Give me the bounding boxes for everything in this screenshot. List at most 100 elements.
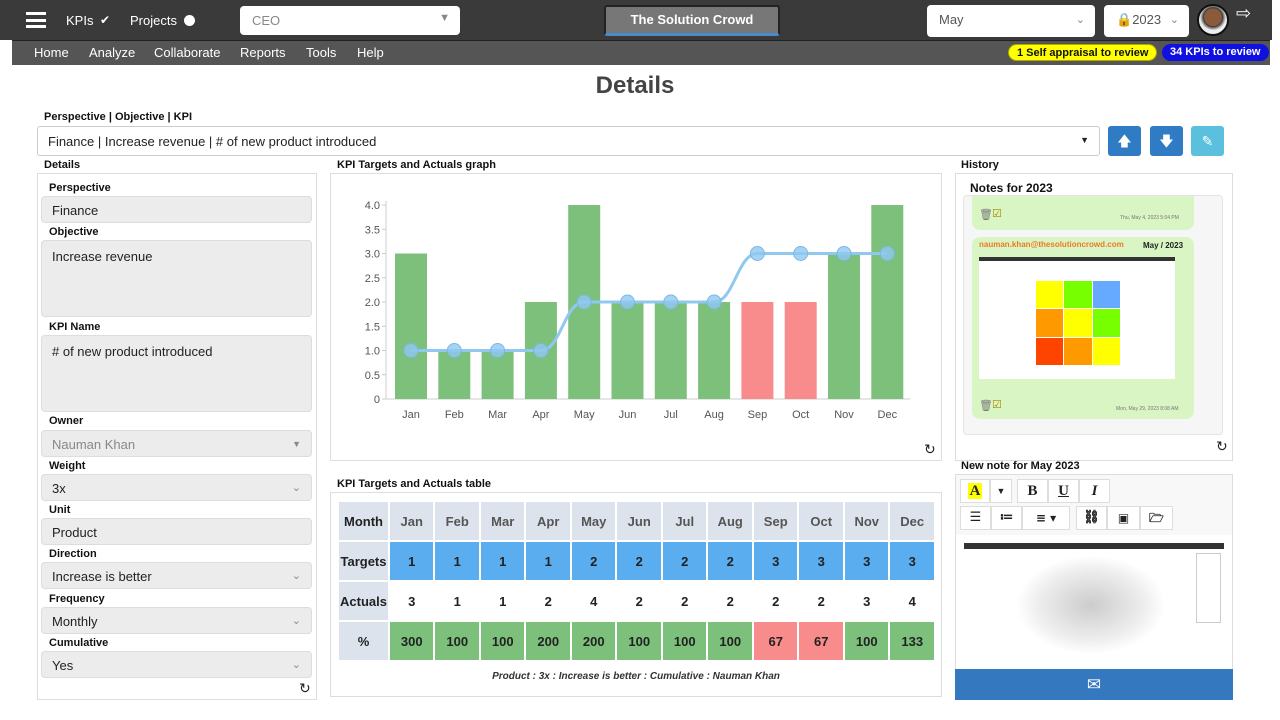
table-cell: 3 bbox=[890, 542, 934, 580]
text-color-button[interactable]: A bbox=[960, 479, 990, 503]
nav-collaborate[interactable]: Collaborate bbox=[154, 45, 221, 60]
row-header: Actuals bbox=[339, 582, 388, 620]
bullet-list-icon[interactable]: ☰ bbox=[960, 506, 991, 530]
table-cell: 3 bbox=[844, 542, 889, 580]
refresh-icon[interactable]: ↻ bbox=[1216, 438, 1228, 454]
previous-kpi-button[interactable]: 🡅 bbox=[1108, 126, 1141, 156]
logout-icon[interactable]: ⇨ bbox=[1236, 3, 1252, 23]
actual-bar bbox=[481, 350, 514, 399]
cumulative-label: Cumulative bbox=[49, 637, 109, 649]
y-tick-label: 2.0 bbox=[365, 297, 380, 309]
actual-bar bbox=[741, 302, 774, 399]
actuals-row: Actuals 3 1 1 2 4 2 2 2 2 2 3 4 bbox=[339, 582, 934, 620]
caret-down-icon[interactable]: ▼ bbox=[990, 479, 1012, 503]
x-tick-label: May bbox=[574, 409, 595, 421]
y-tick-label: 2.5 bbox=[365, 273, 380, 285]
folder-open-icon[interactable]: 🗁 bbox=[1140, 506, 1173, 530]
calendar-check-icon[interactable]: ☑ bbox=[992, 399, 1002, 411]
calendar-check-icon[interactable]: ☑ bbox=[992, 208, 1002, 220]
bold-button[interactable]: B bbox=[1017, 479, 1048, 503]
table-cell: 200 bbox=[526, 622, 570, 660]
table-cell: Jul bbox=[662, 502, 707, 540]
chevron-down-icon: ⌄ bbox=[1169, 14, 1179, 26]
align-icon[interactable]: ≡ ▾ bbox=[1022, 506, 1070, 530]
direction-label: Direction bbox=[49, 548, 97, 560]
actual-bar bbox=[395, 253, 427, 399]
cumulative-select[interactable]: Yes ⌄ bbox=[41, 651, 312, 678]
table-cell: Dec bbox=[890, 502, 934, 540]
brand-button[interactable]: The Solution Crowd bbox=[604, 5, 780, 36]
month-select[interactable]: May ⌄ bbox=[927, 5, 1095, 37]
trash-icon[interactable]: 🗑 bbox=[979, 209, 993, 221]
year-value: 2023 bbox=[1132, 12, 1162, 27]
next-kpi-button[interactable]: 🡇 bbox=[1150, 126, 1183, 156]
nav-help[interactable]: Help bbox=[357, 45, 384, 60]
frequency-select[interactable]: Monthly ⌄ bbox=[41, 607, 312, 634]
trash-icon[interactable]: 🗑 bbox=[979, 400, 993, 412]
chevron-down-icon: ⌄ bbox=[291, 615, 301, 627]
kpis-review-badge[interactable]: 34 KPIs to review bbox=[1162, 44, 1269, 61]
table-cell: Jun bbox=[617, 502, 661, 540]
note-author[interactable]: nauman.khan@thesolutioncrowd.com bbox=[979, 240, 1124, 249]
caret-down-icon: ▼ bbox=[1080, 135, 1089, 145]
table-cell: 4 bbox=[890, 582, 934, 620]
role-select[interactable]: CEO ▼ bbox=[240, 6, 460, 35]
refresh-icon[interactable]: ↻ bbox=[924, 441, 936, 457]
y-tick-label: 4.0 bbox=[365, 200, 380, 212]
note-image[interactable] bbox=[979, 257, 1175, 379]
perspective-field[interactable]: Finance bbox=[41, 196, 312, 223]
table-cell: 100 bbox=[435, 622, 479, 660]
avatar[interactable] bbox=[1197, 4, 1229, 36]
target-point bbox=[663, 294, 679, 310]
weight-select[interactable]: 3x ⌄ bbox=[41, 474, 312, 501]
target-point bbox=[533, 343, 549, 358]
numbered-list-icon[interactable]: ≔ bbox=[991, 506, 1022, 530]
actual-bar bbox=[784, 302, 817, 399]
y-tick-label: 1.0 bbox=[365, 346, 380, 358]
table-footer: Product : 3x : Increase is better : Cumu… bbox=[492, 671, 780, 682]
perspective-label: Perspective bbox=[49, 182, 111, 194]
unit-field[interactable]: Product bbox=[41, 518, 312, 545]
nav-tools[interactable]: Tools bbox=[306, 45, 337, 60]
nav-reports[interactable]: Reports bbox=[240, 45, 286, 60]
send-button[interactable]: ✉ bbox=[955, 669, 1233, 700]
table-cell: Feb bbox=[435, 502, 479, 540]
kpi-select[interactable]: Finance | Increase revenue | # of new pr… bbox=[37, 126, 1100, 156]
target-point bbox=[403, 343, 419, 358]
actual-bar bbox=[828, 253, 860, 399]
note-timestamp: Mon, May 29, 2023 8:08 AM bbox=[1116, 406, 1179, 412]
menu-icon[interactable] bbox=[26, 12, 46, 28]
nav-home[interactable]: Home bbox=[34, 45, 69, 60]
history-title: History bbox=[961, 159, 999, 171]
direction-select[interactable]: Increase is better ⌄ bbox=[41, 562, 312, 589]
direction-value: Increase is better bbox=[52, 569, 152, 584]
image-icon[interactable]: ▣ bbox=[1107, 506, 1140, 530]
kpi-name-field[interactable]: # of new product introduced bbox=[41, 335, 312, 412]
nav-analyze[interactable]: Analyze bbox=[89, 45, 136, 60]
table-cell: 4 bbox=[571, 582, 616, 620]
target-point bbox=[879, 246, 895, 261]
kpis-toggle[interactable]: KPIs bbox=[66, 13, 94, 28]
target-point bbox=[836, 246, 852, 261]
projects-toggle[interactable]: Projects bbox=[130, 13, 177, 28]
link-icon[interactable]: ⛓ bbox=[1076, 506, 1107, 530]
edit-button[interactable]: ✎ bbox=[1191, 126, 1224, 156]
table-cell: 67 bbox=[799, 622, 843, 660]
objective-field[interactable]: Increase revenue bbox=[41, 240, 312, 317]
underline-button[interactable]: U bbox=[1048, 479, 1079, 503]
appraisal-badge[interactable]: 1 Self appraisal to review bbox=[1008, 44, 1158, 61]
actual-bar bbox=[698, 302, 731, 399]
year-select[interactable]: 🔒2023 ⌄ bbox=[1104, 5, 1189, 37]
italic-button[interactable]: I bbox=[1079, 479, 1110, 503]
weight-label: Weight bbox=[49, 460, 86, 472]
caret-down-icon: ▼ bbox=[439, 12, 450, 24]
check-circle-icon: ✔ bbox=[100, 13, 111, 27]
role-value: CEO bbox=[252, 13, 281, 28]
frequency-label: Frequency bbox=[49, 593, 105, 605]
table-cell: 2 bbox=[571, 542, 616, 580]
owner-select[interactable]: Nauman Khan ▼ bbox=[41, 430, 312, 457]
x-tick-label: Oct bbox=[792, 409, 809, 421]
actual-bar bbox=[438, 350, 471, 399]
note-text-area[interactable] bbox=[956, 535, 1232, 669]
refresh-icon[interactable]: ↻ bbox=[299, 680, 311, 696]
